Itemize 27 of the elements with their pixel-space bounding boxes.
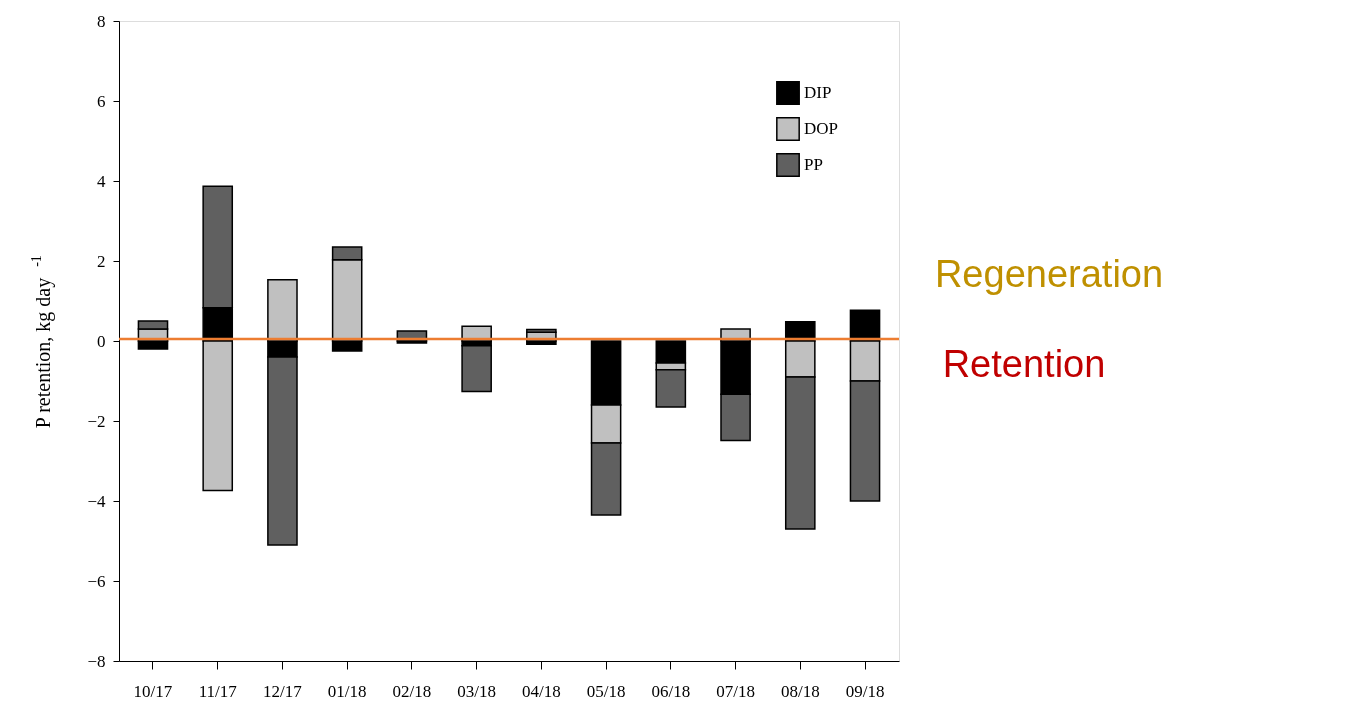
text: Retention — [942, 342, 1106, 385]
x-tick-label: 11/17 — [198, 681, 238, 701]
y-tick-label: 6 — [97, 91, 106, 111]
x-tick-label: 06/18 — [651, 681, 691, 701]
x-tick-label: 04/18 — [522, 681, 561, 701]
y-tick-label: −2 — [87, 411, 106, 431]
legend-label: DIP — [804, 83, 832, 102]
legend-label: DOP — [804, 119, 839, 138]
x-tick-label: 07/18 — [716, 681, 755, 701]
y-axis-title: P retention, kg day-1 — [29, 255, 55, 429]
x-tick-label: 12/17 — [263, 681, 303, 701]
y-tick-label: 0 — [97, 331, 106, 351]
y-tick-label: 2 — [97, 251, 106, 271]
x-tick-label: 09/18 — [845, 681, 885, 701]
x-tick-label: 05/18 — [586, 681, 626, 701]
text: Regeneration — [934, 252, 1164, 295]
x-tick-label: 02/18 — [392, 681, 432, 701]
legend-label: PP — [804, 155, 823, 174]
y-tick-label: −6 — [87, 571, 106, 591]
x-tick-label: 10/17 — [133, 681, 173, 701]
y-tick-label: −8 — [87, 651, 106, 671]
x-tick-label: 08/18 — [780, 681, 820, 701]
y-tick-label: 4 — [97, 171, 106, 191]
y-tick-label: −4 — [87, 491, 106, 511]
x-tick-label: 01/18 — [327, 681, 367, 701]
x-tick-label: 03/18 — [457, 681, 496, 701]
y-tick-label: 8 — [97, 11, 106, 31]
